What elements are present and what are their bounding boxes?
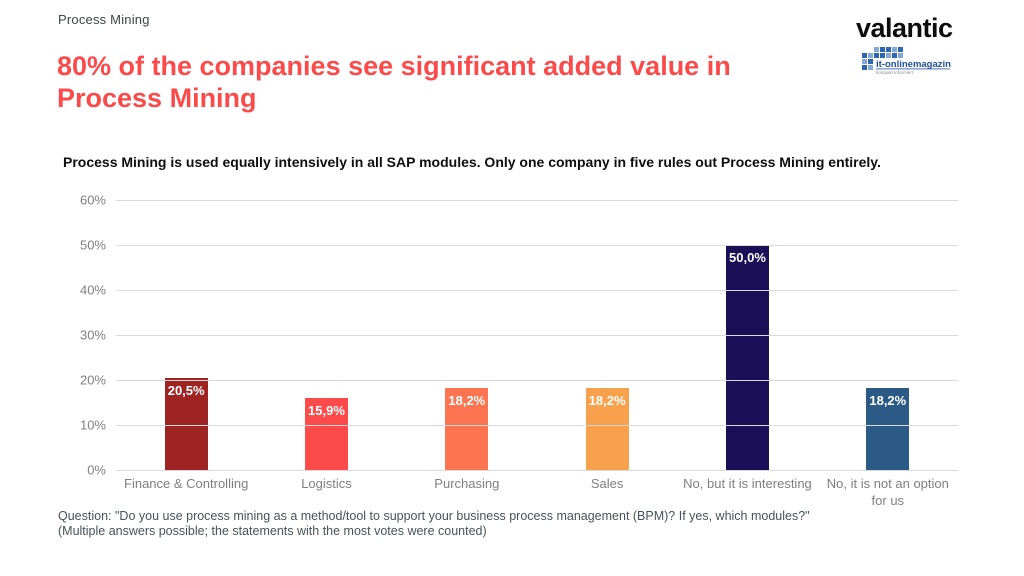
gridline [116,200,958,201]
bar-value-label: 20,5% [167,382,205,398]
bar-slot: 18,2% [397,200,537,470]
x-category-label: No, it is not an option for us [826,476,949,508]
bar-value-label: 15,9% [308,403,345,419]
bar-value-label: 50,0% [729,250,766,265]
gridline [116,380,958,381]
gridline [116,335,958,336]
slide-subtitle: Process Mining is used equally intensive… [63,154,881,170]
it-onlinemagazin-wordmark: it-onlinemagazin [876,59,951,70]
bar: 18,2% [445,388,489,470]
it-onlinemagazin-logo-icon: it-onlinemagazin kompakt informiert. [862,46,968,82]
eyebrow-label: Process Mining [58,12,150,27]
bar-chart: 20,5% 15,9% 18,2% 18,2% 50,0% 18,2% 60% 50% 40%… [58,193,960,510]
bar-value-label: 18,2% [869,393,907,409]
gridline [116,290,958,291]
plot-area: 20,5% 15,9% 18,2% 18,2% 50,0% 18,2% 60% 50% 40%… [80,193,958,478]
footnote-line-2: (Multiple answers possible; the statemen… [58,524,487,539]
valantic-logo: valantic [856,13,953,43]
bar-slot: 15,9% [256,200,396,470]
bar-value-label: 18,2% [448,393,486,409]
y-tick-label: 50% [79,237,106,253]
y-tick-label: 0% [87,462,106,478]
y-tick-label: 40% [79,282,106,298]
bar-slot: 18,2% [537,200,677,470]
it-onlinemagazin-tagline: kompakt informiert. [876,70,914,75]
gridline [116,425,958,426]
bars-row: 20,5% 15,9% 18,2% 18,2% 50,0% 18,2% [116,200,958,470]
y-tick-label: 30% [79,327,106,343]
bar: 18,2% [585,388,629,470]
bar: 15,9% [304,398,348,470]
bar: 20,5% [164,377,208,470]
footnote: Question: "Do you use process mining as … [58,509,958,540]
x-category-label: Sales [590,476,624,491]
x-category-label: Finance & Controlling [124,476,249,491]
bar-slot: 50,0% [677,200,817,470]
bar-slot: 20,5% [116,200,256,470]
gridline [116,470,958,471]
bar-value-label: 18,2% [588,393,626,409]
gridline [116,245,958,246]
y-tick-label: 60% [79,192,106,208]
x-category-label: No, but it is interesting [683,476,812,491]
y-tick-label: 20% [79,372,106,388]
y-tick-label: 10% [79,417,106,433]
x-category-label: Purchasing [434,476,500,491]
page-title: 80% of the companies see significant add… [57,51,731,114]
bar: 50,0% [725,245,769,470]
x-category-label: Logistics [301,476,352,491]
x-axis-labels: Finance & Controlling Logistics Purchasing… [116,476,958,510]
bar-slot: 18,2% [818,200,958,470]
bar: 18,2% [866,388,910,470]
footnote-line-1: Question: "Do you use process mining as … [58,509,810,523]
logo-stack: valantic it-onlinemagazin [856,13,968,82]
